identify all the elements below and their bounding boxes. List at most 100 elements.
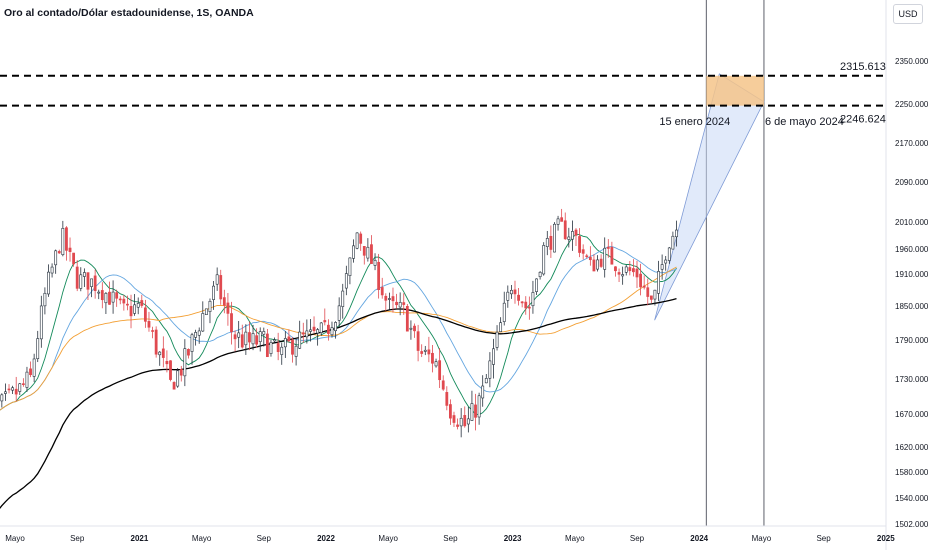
candle-body-80	[269, 342, 273, 354]
candle-body-9	[14, 388, 18, 395]
x-tick-label-4: Sep	[257, 534, 272, 543]
candle-body-171	[596, 259, 599, 270]
candle-body-100	[341, 290, 345, 307]
candle-body-166	[578, 236, 581, 253]
candle-body-38	[118, 298, 122, 301]
candle-body-77	[258, 331, 262, 343]
candle-body-192	[671, 235, 675, 250]
candle-body-98	[334, 322, 337, 332]
candle-body-140	[484, 378, 488, 384]
x-tick-label-3: Mayo	[192, 534, 212, 543]
currency-button[interactable]: USD	[893, 4, 923, 24]
candle-body-8	[11, 387, 15, 391]
y-tick-label-11: 1620.000	[895, 443, 929, 452]
candle-body-39	[122, 298, 126, 304]
candle-body-30	[90, 278, 93, 287]
candle-body-106	[362, 246, 366, 256]
candle-body-144	[499, 322, 503, 333]
candle-body-172	[599, 258, 603, 267]
candle-body-147	[510, 289, 513, 295]
candle-body-48	[154, 329, 158, 355]
candle-body-87	[294, 345, 298, 357]
candle-body-67	[222, 297, 226, 306]
x-tick-label-7: Sep	[443, 534, 458, 543]
y-tick-label-9: 1730.000	[895, 375, 929, 384]
candle-body-7	[7, 388, 11, 391]
x-tick-label-9: Mayo	[565, 534, 585, 543]
ma-50-line	[0, 266, 677, 411]
y-tick-label-2: 2170.000	[895, 139, 929, 148]
candle-body-111	[380, 287, 384, 296]
candle-body-177	[617, 272, 621, 275]
candle-body-74	[248, 332, 251, 343]
candle-body-110	[377, 261, 381, 291]
x-tick-label-2: 2021	[131, 534, 149, 543]
candle-body-120	[413, 325, 416, 332]
y-tick-label-13: 1540.000	[895, 494, 929, 503]
candle-body-175	[610, 247, 614, 265]
candle-body-94	[319, 322, 323, 333]
candle-body-62	[204, 308, 208, 316]
candle-body-95	[323, 320, 327, 323]
candle-body-149	[517, 294, 520, 301]
candle-body-85	[287, 336, 291, 342]
candle-body-76	[255, 335, 259, 345]
candle-body-53	[172, 382, 176, 390]
candle-body-101	[344, 273, 348, 289]
candle-body-124	[427, 349, 431, 355]
candle-body-188	[657, 271, 660, 294]
candle-body-58	[190, 334, 194, 352]
candle-body-81	[273, 339, 276, 342]
candle-body-129	[445, 392, 449, 406]
candle-body-185	[646, 287, 650, 297]
candle-body-36	[111, 291, 115, 303]
candle-body-128	[441, 380, 445, 390]
candle-body-186	[649, 295, 653, 300]
candle-body-92	[312, 326, 316, 332]
candle-body-193	[675, 229, 678, 238]
candle-body-161	[560, 217, 564, 222]
candle-body-103	[352, 245, 355, 259]
candle-body-115	[395, 301, 398, 306]
candle-body-116	[398, 302, 402, 308]
candle-body-127	[438, 360, 442, 381]
candle-body-52	[169, 360, 172, 380]
candle-body-156	[542, 245, 546, 275]
candle-body-10	[18, 383, 22, 392]
target-box	[706, 75, 764, 106]
ma-100-line	[0, 297, 677, 510]
candle-body-55	[179, 369, 183, 376]
candle-body-42	[133, 304, 137, 314]
candle-body-29	[86, 272, 90, 290]
candle-body-45	[143, 307, 147, 322]
candle-body-134	[463, 415, 467, 427]
candle-body-28	[82, 272, 86, 277]
candle-body-88	[298, 331, 302, 349]
x-tick-label-6: Mayo	[378, 534, 398, 543]
date-label-1: 15 enero 2024	[659, 116, 730, 128]
candle-body-145	[502, 302, 506, 322]
candle-body-12	[25, 371, 29, 388]
y-tick-label-12: 1580.000	[895, 468, 929, 477]
candle-body-184	[642, 285, 646, 288]
candle-body-32	[97, 291, 101, 294]
candle-body-97	[330, 327, 334, 336]
y-tick-label-14: 1502.000	[895, 520, 929, 529]
candle-body-22	[61, 228, 65, 256]
candle-body-24	[68, 247, 72, 252]
candle-body-104	[355, 232, 359, 249]
candle-body-44	[140, 300, 144, 306]
candle-body-167	[581, 249, 585, 254]
candle-body-107	[366, 246, 370, 259]
candle-body-78	[262, 331, 266, 335]
candle-body-5	[0, 394, 4, 402]
candle-body-31	[93, 275, 97, 292]
x-tick-label-11: 2024	[690, 534, 708, 543]
candle-body-118	[405, 306, 409, 332]
candle-body-169	[588, 257, 592, 261]
candle-body-174	[606, 246, 610, 249]
candle-body-180	[628, 267, 632, 272]
candle-body-165	[574, 229, 578, 236]
